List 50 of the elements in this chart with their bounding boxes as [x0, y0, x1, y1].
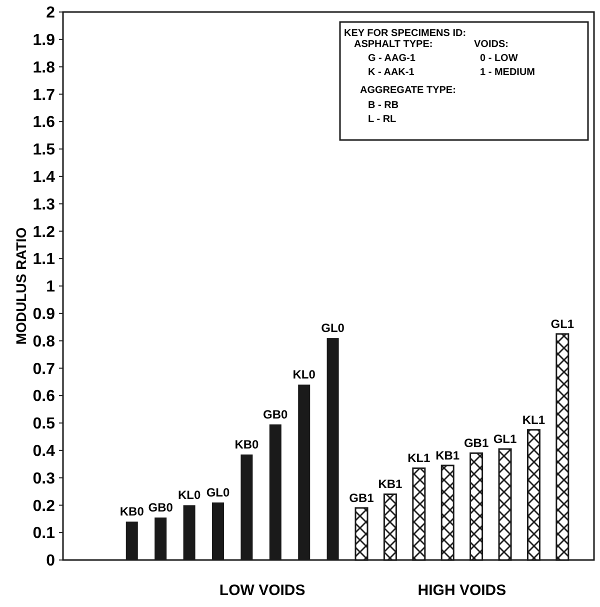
- y-tick-label: 1.6: [32, 114, 56, 132]
- annotation: ASPHALT TYPE:: [354, 39, 433, 50]
- y-tick-label: 1.5: [32, 142, 56, 159]
- y-tick-label: 0.9: [32, 306, 56, 323]
- data-label: GL1: [493, 432, 518, 446]
- annotation: K - AAK-1: [368, 67, 415, 78]
- y-tick-label: 0.8: [32, 333, 56, 350]
- annotation: KEY FOR SPECIMENS ID:: [344, 28, 466, 39]
- annotation: G - AAG-1: [368, 53, 416, 64]
- y-tick-label: 1.3: [32, 196, 56, 214]
- annotation: AGGREGATE TYPE:: [360, 85, 456, 96]
- y-tick-label: 1.7: [32, 86, 56, 104]
- y-tick-label: 0.6: [32, 388, 56, 406]
- data-label: KB1: [436, 448, 460, 462]
- y-tick-label: 1: [46, 278, 56, 296]
- data-label: GL0: [321, 321, 345, 336]
- y-tick-label: 0: [46, 552, 56, 570]
- data-label: KL1: [522, 412, 546, 427]
- y-tick-label: 0.7: [32, 360, 56, 378]
- annotation: B - RB: [368, 100, 399, 111]
- data-label: GL0: [206, 485, 230, 500]
- data-label: KL0: [178, 488, 201, 502]
- data-label: KL1: [408, 451, 431, 466]
- y-tick-label: 0.2: [32, 498, 56, 515]
- y-tick-label: 1.2: [32, 224, 56, 241]
- annotation: 0 - LOW: [480, 53, 518, 64]
- data-label: KB0: [120, 504, 144, 519]
- text: HIGH VOIDS: [418, 582, 506, 599]
- data-label: KL0: [292, 368, 316, 382]
- annotation: L - RL: [368, 114, 396, 125]
- data-label: GB1: [349, 490, 374, 505]
- y-tick-label: 1.1: [32, 251, 56, 268]
- data-label: GB0: [263, 407, 288, 422]
- data-label: KB1: [378, 477, 403, 492]
- y-tick-label: 2: [46, 4, 56, 22]
- y-tick-label: 0.5: [32, 416, 56, 433]
- annotation: VOIDS:: [474, 39, 508, 50]
- data-label: GB1: [464, 436, 489, 450]
- text: LOW VOIDS: [219, 582, 306, 599]
- y-tick-label: 0.1: [32, 525, 56, 542]
- y-tick-label: 0.3: [32, 470, 56, 488]
- data-label: KB0: [234, 438, 260, 452]
- y-tick-label: 0.4: [32, 443, 56, 460]
- y-axis-title: MODULUS RATIO: [13, 227, 29, 345]
- data-label: GB0: [148, 500, 174, 515]
- y-tick-label: 1.9: [32, 32, 56, 49]
- data-label: GL1: [550, 316, 574, 331]
- annotation: 1 - MEDIUM: [480, 67, 535, 78]
- y-tick-label: 1.4: [32, 169, 56, 186]
- y-tick-label: 1.8: [32, 59, 56, 76]
